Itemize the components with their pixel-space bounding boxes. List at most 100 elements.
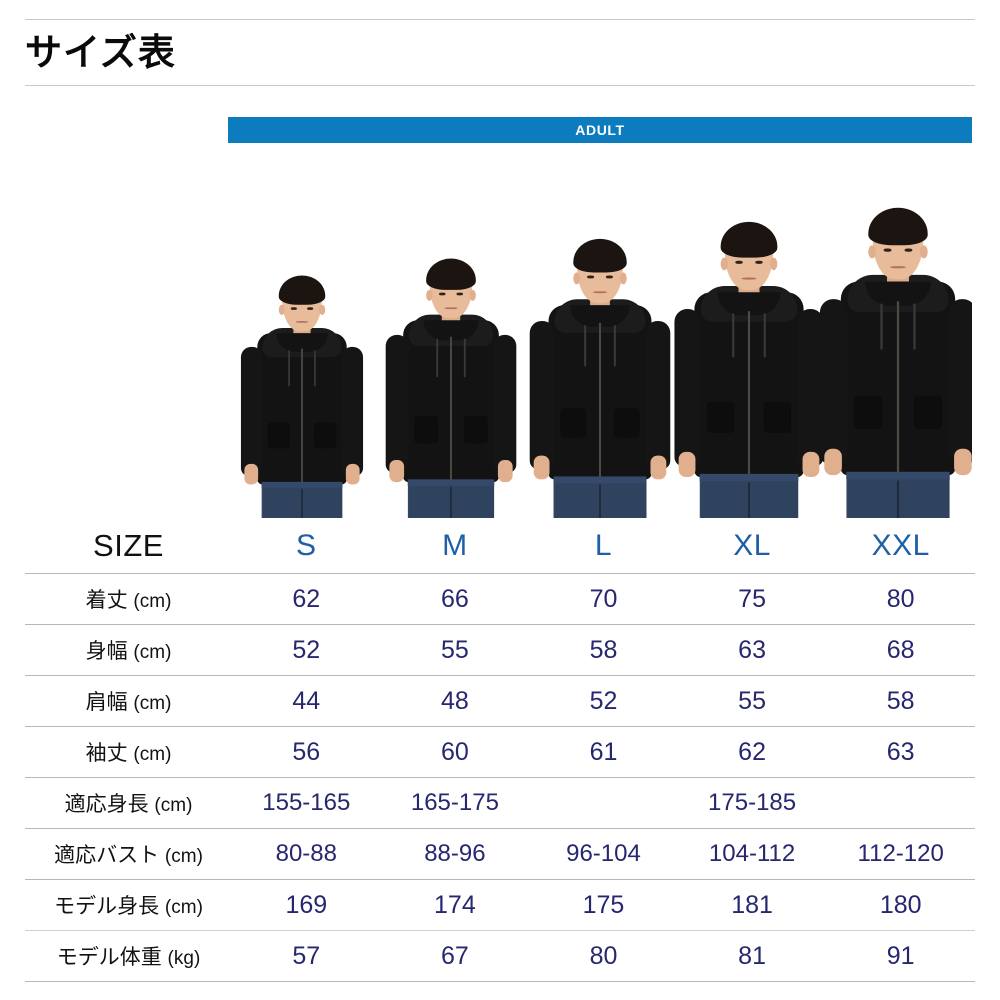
row-label-body-width: 身幅 (cm) xyxy=(25,624,232,676)
row-label-unit: (cm) xyxy=(133,744,172,765)
row-label-unit: (cm) xyxy=(133,591,172,612)
cell-fit-bust-s: 80-88 xyxy=(232,828,381,880)
table-row-body-length: 着丈 (cm) 62 66 70 75 80 xyxy=(25,573,975,625)
row-label-text: 適応身長 xyxy=(64,793,149,816)
cell-fit-bust-xxl: 112-120 xyxy=(826,828,975,880)
blue-jeans-icon xyxy=(261,481,343,518)
model-photo-xxl xyxy=(819,160,972,518)
blue-jeans-icon xyxy=(846,471,950,518)
row-label-fit-height: 適応身長 (cm) xyxy=(25,777,232,829)
cell-body-width-xl: 63 xyxy=(677,624,827,676)
title-rule-bottom xyxy=(25,85,975,86)
cell-sleeve-length-xxl: 63 xyxy=(826,726,975,778)
cell-body-width-m: 55 xyxy=(380,624,530,676)
cell-shoulder-width-xxl: 58 xyxy=(826,675,975,727)
blue-jeans-icon xyxy=(407,479,495,518)
cell-fit-bust-l: 96-104 xyxy=(529,828,678,880)
row-label-text: モデル身長 xyxy=(54,895,160,918)
size-table: SIZE S M L XL XXL 着丈 (cm) 62 66 70 75 80… xyxy=(25,518,975,982)
cell-fit-height-m: 165-175 xyxy=(380,777,530,829)
table-row-model-height: モデル身長 (cm) 169 174 175 181 180 xyxy=(25,879,975,931)
row-label-text: 身幅 xyxy=(85,640,128,663)
cell-model-weight-xxl: 91 xyxy=(826,930,975,982)
cell-model-height-xxl: 180 xyxy=(826,879,975,931)
row-label-unit: (cm) xyxy=(164,846,203,867)
row-label-unit: (cm) xyxy=(164,897,203,918)
cell-model-height-l: 175 xyxy=(529,879,678,931)
cell-sleeve-length-m: 60 xyxy=(380,726,530,778)
table-row-shoulder-width: 肩幅 (cm) 44 48 52 55 58 xyxy=(25,675,975,727)
table-row-fit-bust: 適応バスト (cm) 80-88 88-96 96-104 104-112 11… xyxy=(25,828,975,880)
table-row-sleeve-length: 袖丈 (cm) 56 60 61 62 63 xyxy=(25,726,975,778)
cell-shoulder-width-s: 44 xyxy=(232,675,381,727)
row-label-text: 袖丈 xyxy=(85,742,128,765)
model-photo-s xyxy=(228,160,376,518)
cell-sleeve-length-l: 61 xyxy=(529,726,678,778)
black-zip-hoodie-icon xyxy=(674,285,824,478)
cell-body-width-l: 58 xyxy=(529,624,678,676)
model-photo-l xyxy=(526,160,674,518)
row-label-sleeve-length: 袖丈 (cm) xyxy=(25,726,232,778)
cell-model-height-m: 174 xyxy=(380,879,530,931)
row-label-unit: (kg) xyxy=(167,948,201,969)
cell-model-height-xl: 181 xyxy=(677,879,827,931)
cell-shoulder-width-l: 52 xyxy=(529,675,678,727)
cell-model-weight-m: 67 xyxy=(380,930,530,982)
blue-jeans-icon xyxy=(553,476,647,518)
black-zip-hoodie-icon xyxy=(819,274,972,476)
model-head-icon xyxy=(720,221,778,291)
row-label-shoulder-width: 肩幅 (cm) xyxy=(25,675,232,727)
row-label-text: 肩幅 xyxy=(85,691,128,714)
cell-body-length-xxl: 80 xyxy=(826,573,975,625)
row-label-model-height: モデル身長 (cm) xyxy=(25,879,232,931)
row-label-unit: (cm) xyxy=(133,642,172,663)
row-label-body-length: 着丈 (cm) xyxy=(25,573,232,625)
model-photo-xl xyxy=(674,160,824,518)
header-cell-xxl: XXL xyxy=(871,528,930,562)
table-header-row: SIZE S M L XL XXL xyxy=(25,518,975,574)
table-row-model-weight: モデル体重 (kg) 57 67 80 81 91 xyxy=(25,930,975,982)
model-head-icon xyxy=(278,275,326,332)
cell-body-length-l: 70 xyxy=(529,573,678,625)
cell-body-length-s: 62 xyxy=(232,573,381,625)
model-photo-m xyxy=(377,160,525,518)
model-head-icon xyxy=(426,258,476,319)
cell-fit-bust-m: 88-96 xyxy=(380,828,530,880)
cell-body-width-xxl: 68 xyxy=(826,624,975,676)
adult-banner: ADULT xyxy=(228,117,972,143)
row-label-text: 着丈 xyxy=(85,589,128,612)
cell-body-width-s: 52 xyxy=(232,624,381,676)
header-cell-s: S xyxy=(296,528,317,562)
cell-shoulder-width-xl: 55 xyxy=(677,675,827,727)
row-label-text: モデル体重 xyxy=(56,946,162,969)
model-head-icon xyxy=(573,238,627,304)
header-cell-l: L xyxy=(594,528,613,562)
blue-jeans-icon xyxy=(699,473,799,518)
header-cell-m: M xyxy=(442,528,468,562)
cell-model-height-s: 169 xyxy=(232,879,381,931)
black-zip-hoodie-icon xyxy=(240,327,364,485)
cell-model-weight-xl: 81 xyxy=(677,930,827,982)
cell-fit-bust-xl: 104-112 xyxy=(677,828,827,880)
black-zip-hoodie-icon xyxy=(385,314,517,483)
row-label-text: 適応バスト xyxy=(54,844,160,867)
cell-body-length-m: 66 xyxy=(380,573,530,625)
row-label-fit-bust: 適応バスト (cm) xyxy=(25,828,232,880)
header-cell-xl: XL xyxy=(733,528,771,562)
row-label-unit: (cm) xyxy=(154,795,193,816)
row-label-unit: (cm) xyxy=(133,693,172,714)
table-row-fit-height: 適応身長 (cm) 155-165 165-175 175-185 xyxy=(25,777,975,829)
table-row-body-width: 身幅 (cm) 52 55 58 63 68 xyxy=(25,624,975,676)
cell-model-weight-s: 57 xyxy=(232,930,381,982)
cell-shoulder-width-m: 48 xyxy=(380,675,530,727)
cell-body-length-xl: 75 xyxy=(677,573,827,625)
model-photo-strip xyxy=(228,160,972,518)
cell-sleeve-length-s: 56 xyxy=(232,726,381,778)
cell-sleeve-length-xl: 62 xyxy=(677,726,827,778)
model-head-icon xyxy=(868,207,928,280)
cell-fit-height-s: 155-165 xyxy=(232,777,381,829)
page-title: サイズ表 xyxy=(25,32,176,73)
cell-model-weight-l: 80 xyxy=(529,930,678,982)
black-zip-hoodie-icon xyxy=(529,299,671,480)
title-rule-top xyxy=(25,19,975,20)
